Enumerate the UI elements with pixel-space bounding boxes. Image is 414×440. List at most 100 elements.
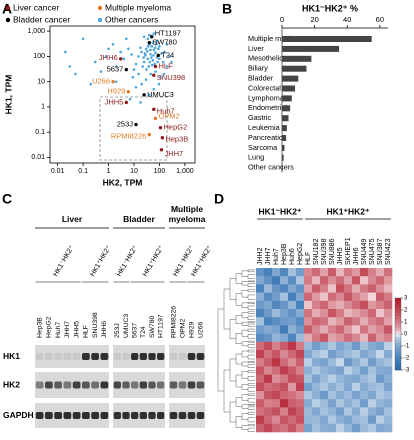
x-tick-label: 0	[280, 15, 284, 24]
heatmap-cell	[368, 333, 377, 343]
category-label: Other cancers	[248, 163, 294, 172]
data-point	[165, 65, 169, 68]
heatmap-cell	[376, 276, 385, 285]
heatmap-cell	[368, 366, 377, 375]
heatmap-cell	[368, 358, 377, 367]
dendrogram-branch	[247, 269, 254, 273]
data-point	[148, 33, 151, 37]
heatmap-cell	[344, 333, 353, 343]
heatmap-cell	[352, 358, 361, 367]
data-point	[144, 47, 148, 51]
column-label: SNU423	[385, 238, 392, 265]
y-tick-label: 10	[37, 78, 45, 85]
heatmap-cell	[352, 407, 361, 416]
heatmap-cell	[328, 292, 337, 302]
heatmap-cell	[288, 350, 297, 359]
heatmap-cell	[288, 358, 297, 367]
heatmap-cell	[256, 276, 265, 285]
heatmap-cell	[272, 415, 281, 425]
heatmap-cell	[280, 423, 289, 433]
data-point	[134, 122, 138, 127]
blot-group-label: Bladder	[123, 214, 155, 224]
heatmap-cell	[272, 309, 281, 318]
data-point	[122, 57, 126, 61]
data-point	[104, 55, 108, 58]
heatmap-cell	[368, 374, 377, 384]
heatmap-cell	[328, 391, 337, 400]
heatmap-cell	[384, 374, 393, 384]
blot-band	[81, 353, 90, 360]
blot-band	[131, 412, 139, 419]
dendrogram-branch	[241, 312, 248, 319]
lane-label: U266	[197, 322, 204, 338]
blot-band	[54, 412, 63, 419]
heatmap-cell	[344, 284, 353, 293]
heatmap-cell	[312, 407, 321, 416]
data-point	[131, 75, 135, 79]
heatmap-cell	[264, 391, 273, 400]
point-label: T24	[161, 50, 174, 59]
heatmap-cell	[352, 333, 361, 343]
dendrogram-branch	[235, 374, 242, 388]
lane-label: JHH6	[101, 321, 108, 338]
data-point	[152, 48, 156, 52]
heatmap-cell	[296, 333, 305, 343]
heatmap-cell	[384, 333, 393, 343]
data-point	[152, 54, 155, 57]
heatmap-cell	[320, 350, 329, 359]
subgroup-label: HK1⁺HK2⁺	[89, 244, 113, 278]
data-point	[150, 63, 154, 67]
heatmap-cell	[264, 325, 273, 334]
lane-label: RPMI8226	[170, 306, 177, 338]
heatmap-cell	[296, 317, 305, 326]
point-label: Hep3B	[165, 135, 188, 144]
dendrogram-branch	[241, 350, 248, 358]
data-point	[142, 56, 145, 59]
point-label: U266	[92, 77, 110, 86]
heatmap-cell	[272, 341, 281, 351]
blot-band	[187, 381, 196, 389]
column-label: SKHEP1	[345, 237, 352, 265]
y-axis-title: HK1, TPM	[3, 75, 13, 115]
heatmap-cell	[320, 292, 329, 302]
point-label: SW780	[152, 38, 177, 47]
heatmap-cell	[368, 300, 377, 310]
heatmap-cell	[352, 276, 361, 285]
heatmap-cell	[272, 284, 281, 293]
blot-band	[187, 353, 196, 360]
bar	[282, 135, 287, 141]
category-label: Gastric	[248, 113, 271, 122]
heatmap-cell	[304, 358, 313, 367]
data-point	[155, 39, 159, 43]
heatmap-cell	[376, 333, 385, 343]
column-label: Hep3B	[281, 243, 288, 265]
heatmap-cell	[256, 374, 265, 384]
blot-band	[122, 381, 130, 389]
data-point	[146, 57, 150, 61]
lane-label: Huh7	[55, 322, 62, 338]
dendrogram-branch	[229, 358, 236, 382]
heatmap-cell	[264, 341, 273, 351]
dendrogram-branch	[241, 341, 248, 347]
heatmap-cell	[264, 374, 273, 384]
heatmap-cell	[304, 366, 313, 375]
x-tick-label: 100	[154, 168, 166, 175]
data-point	[81, 37, 85, 41]
dendrogram-branch	[247, 376, 254, 381]
data-point	[152, 107, 156, 112]
heatmap-cell	[312, 366, 321, 375]
heatmap-cell	[264, 423, 273, 433]
dendrogram-branch	[241, 270, 248, 277]
heatmap-cell	[328, 268, 337, 277]
category-label: Leukemia	[248, 123, 281, 132]
heatmap-cell	[352, 366, 361, 375]
data-point	[149, 53, 152, 56]
heatmap-cell	[344, 309, 353, 318]
heatmap-cell	[360, 300, 369, 310]
heatmap-cell	[376, 399, 385, 408]
dendrogram-branch	[247, 294, 254, 300]
blot-band	[54, 381, 63, 389]
heatmap-cell	[336, 268, 345, 277]
dendrogram-branch	[247, 406, 254, 410]
heatmap-cell	[264, 407, 273, 416]
